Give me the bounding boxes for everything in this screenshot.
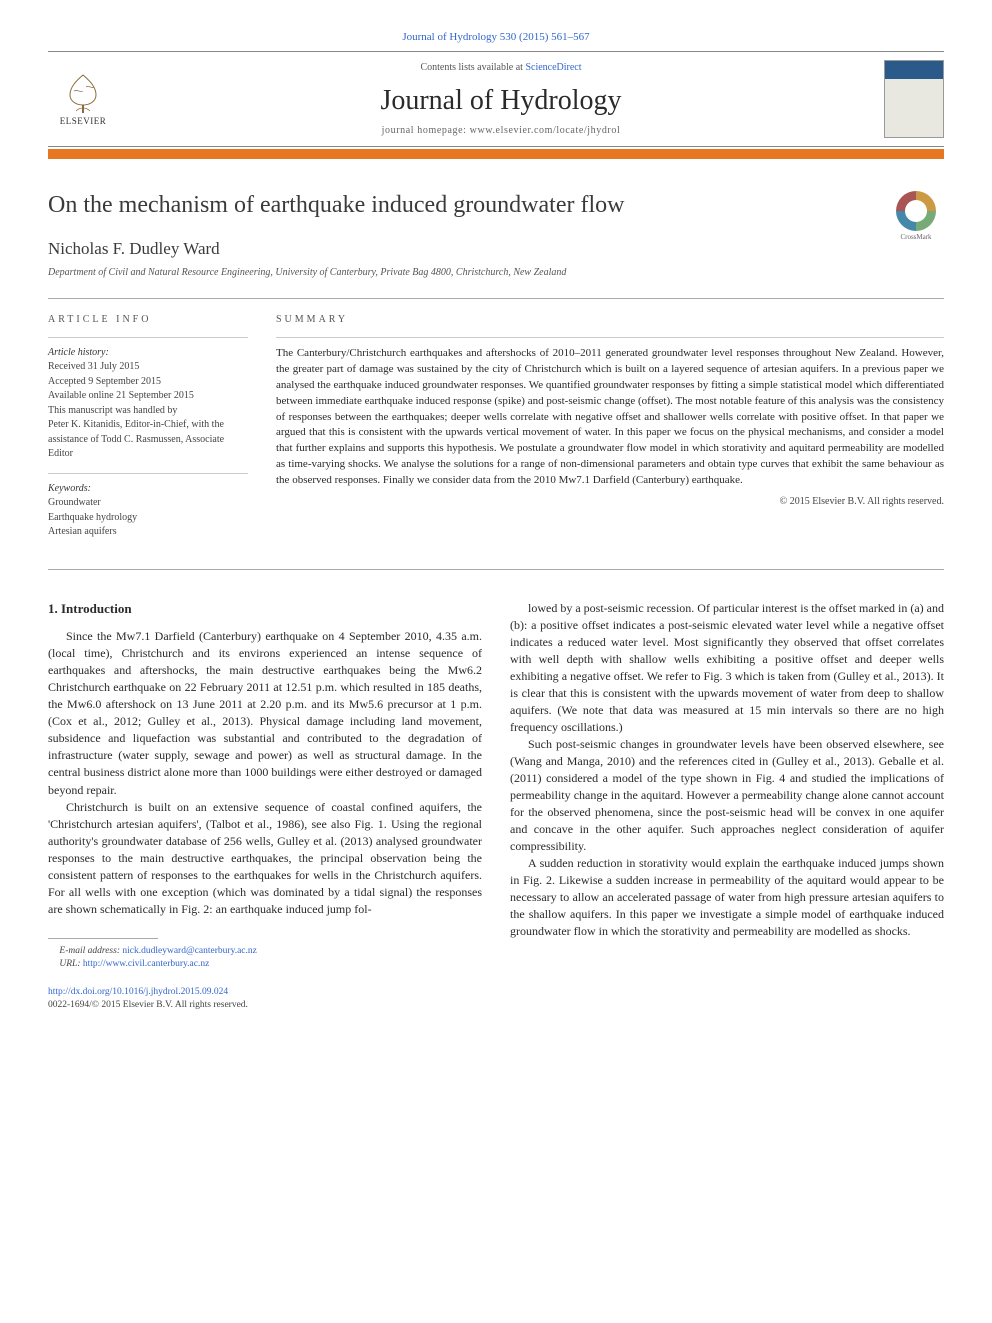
body-paragraph: Christchurch is built on an extensive se… bbox=[48, 799, 482, 918]
sciencedirect-link[interactable]: ScienceDirect bbox=[525, 62, 581, 73]
journal-reference: Journal of Hydrology 530 (2015) 561–567 bbox=[48, 30, 944, 45]
body-paragraph: Since the Mw7.1 Darfield (Canterbury) ea… bbox=[48, 628, 482, 798]
history-line: Editor bbox=[48, 447, 248, 461]
divider bbox=[48, 569, 944, 570]
article-history-block: Article history: Received 31 July 2015 A… bbox=[48, 346, 248, 461]
issn-copyright: 0022-1694/© 2015 Elsevier B.V. All right… bbox=[48, 1000, 248, 1010]
crossmark-badge[interactable]: CrossMark bbox=[888, 189, 944, 245]
info-rule bbox=[48, 337, 248, 338]
history-label: Article history: bbox=[48, 346, 248, 360]
header-center: Contents lists available at ScienceDirec… bbox=[132, 61, 870, 138]
doi-link[interactable]: http://dx.doi.org/10.1016/j.jhydrol.2015… bbox=[48, 987, 228, 997]
homepage-prefix: journal homepage: bbox=[382, 125, 470, 136]
article-title: On the mechanism of earthquake induced g… bbox=[48, 189, 872, 223]
history-line: Available online 21 September 2015 bbox=[48, 389, 248, 403]
journal-title: Journal of Hydrology bbox=[132, 81, 870, 120]
history-line: Peter K. Kitanidis, Editor-in-Chief, wit… bbox=[48, 418, 248, 432]
body-paragraph: Such post-seismic changes in groundwater… bbox=[510, 736, 944, 855]
divider bbox=[48, 298, 944, 299]
homepage-url: www.elsevier.com/locate/jhydrol bbox=[470, 125, 621, 136]
author-url-link[interactable]: http://www.civil.canterbury.ac.nz bbox=[83, 959, 209, 969]
elsevier-tree-icon bbox=[56, 71, 110, 115]
history-line: Accepted 9 September 2015 bbox=[48, 375, 248, 389]
page-footer: http://dx.doi.org/10.1016/j.jhydrol.2015… bbox=[48, 986, 482, 1013]
keyword: Earthquake hydrology bbox=[48, 511, 248, 525]
elsevier-logo: ELSEVIER bbox=[48, 64, 118, 134]
info-rule bbox=[48, 473, 248, 474]
email-label: E-mail address: bbox=[59, 946, 122, 956]
keyword: Groundwater bbox=[48, 496, 248, 510]
footnote-rule bbox=[48, 938, 158, 939]
contents-prefix: Contents lists available at bbox=[420, 62, 525, 73]
page: Journal of Hydrology 530 (2015) 561–567 … bbox=[0, 0, 992, 1053]
author-email-link[interactable]: nick.dudleyward@canterbury.ac.nz bbox=[122, 946, 256, 956]
summary-rule bbox=[276, 337, 944, 338]
contents-line: Contents lists available at ScienceDirec… bbox=[132, 61, 870, 75]
keywords-block: Keywords: Groundwater Earthquake hydrolo… bbox=[48, 482, 248, 539]
article-info-heading: ARTICLE INFO bbox=[48, 313, 248, 327]
summary-heading: SUMMARY bbox=[276, 313, 944, 327]
url-label: URL: bbox=[59, 959, 83, 969]
history-line: Received 31 July 2015 bbox=[48, 360, 248, 374]
footnote-url: URL: http://www.civil.canterbury.ac.nz bbox=[48, 958, 482, 971]
body-column-left: 1. Introduction Since the Mw7.1 Darfield… bbox=[48, 600, 482, 1013]
article-info-column: ARTICLE INFO Article history: Received 3… bbox=[48, 313, 248, 551]
body-paragraph: A sudden reduction in storativity would … bbox=[510, 855, 944, 940]
history-line: This manuscript was handled by bbox=[48, 404, 248, 418]
crossmark-label: CrossMark bbox=[900, 233, 931, 243]
section-heading: 1. Introduction bbox=[48, 600, 482, 618]
crossmark-icon bbox=[896, 191, 936, 231]
body-paragraph: lowed by a post-seismic recession. Of pa… bbox=[510, 600, 944, 736]
summary-text: The Canterbury/Christchurch earthquakes … bbox=[276, 346, 944, 489]
body-columns: 1. Introduction Since the Mw7.1 Darfield… bbox=[48, 600, 944, 1013]
keyword: Artesian aquifers bbox=[48, 525, 248, 539]
author-name: Nicholas F. Dudley Ward bbox=[48, 237, 872, 261]
footnote-email: E-mail address: nick.dudleyward@canterbu… bbox=[48, 945, 482, 958]
journal-cover-thumbnail bbox=[884, 60, 944, 138]
body-column-right: lowed by a post-seismic recession. Of pa… bbox=[510, 600, 944, 1013]
summary-column: SUMMARY The Canterbury/Christchurch eart… bbox=[276, 313, 944, 551]
author-affiliation: Department of Civil and Natural Resource… bbox=[48, 266, 872, 280]
accent-bar bbox=[48, 149, 944, 159]
keywords-label: Keywords: bbox=[48, 482, 248, 496]
journal-header: ELSEVIER Contents lists available at Sci… bbox=[48, 51, 944, 147]
summary-copyright: © 2015 Elsevier B.V. All rights reserved… bbox=[276, 495, 944, 509]
elsevier-name: ELSEVIER bbox=[60, 115, 107, 128]
homepage-line: journal homepage: www.elsevier.com/locat… bbox=[132, 124, 870, 138]
history-line: assistance of Todd C. Rasmussen, Associa… bbox=[48, 433, 248, 447]
